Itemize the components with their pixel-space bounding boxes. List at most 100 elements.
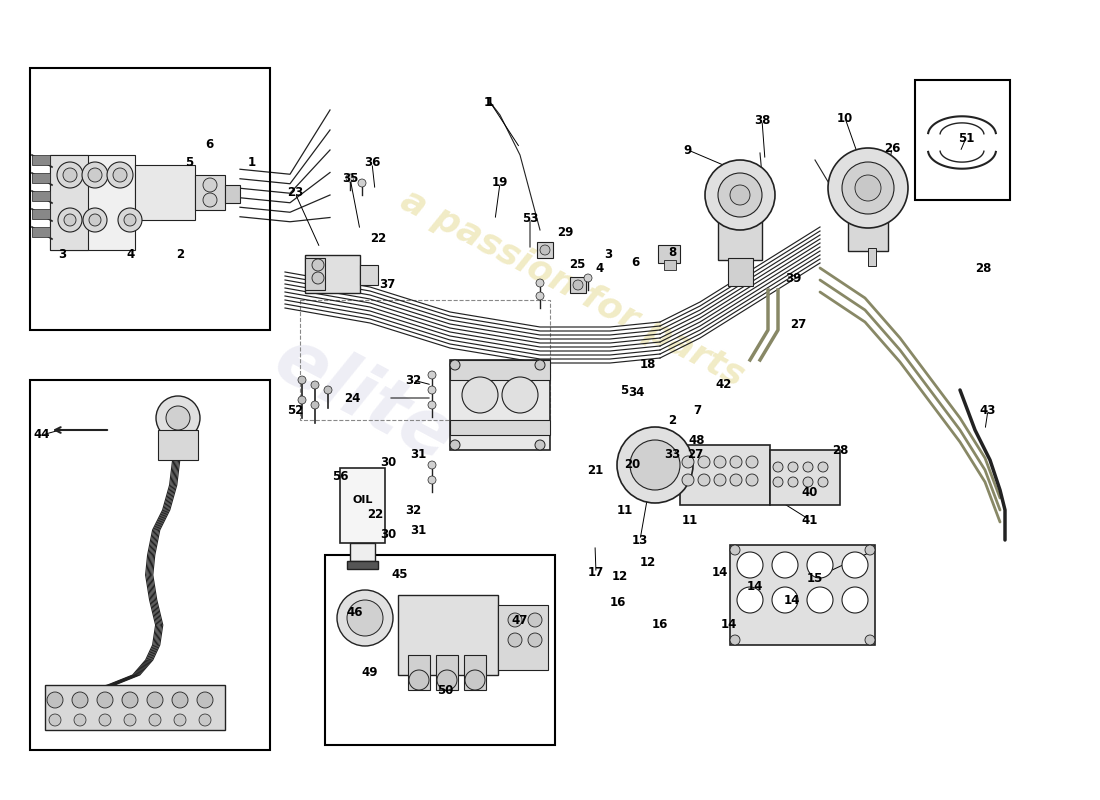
Bar — [868, 248, 876, 266]
Bar — [360, 265, 378, 285]
Text: 24: 24 — [344, 391, 360, 405]
Text: 6: 6 — [205, 138, 213, 151]
Bar — [680, 445, 770, 505]
Text: 30: 30 — [379, 529, 396, 542]
Text: 56: 56 — [332, 470, 349, 483]
Circle shape — [746, 456, 758, 468]
Circle shape — [630, 440, 680, 490]
Text: 26: 26 — [883, 142, 900, 154]
Circle shape — [698, 474, 710, 486]
Text: 39: 39 — [784, 271, 801, 285]
Text: 14: 14 — [720, 618, 737, 631]
Text: 16: 16 — [652, 618, 668, 631]
Bar — [664, 260, 676, 270]
Circle shape — [72, 692, 88, 708]
Text: elite: elite — [261, 322, 465, 478]
Circle shape — [311, 381, 319, 389]
Text: 46: 46 — [346, 606, 363, 618]
Text: 27: 27 — [790, 318, 806, 331]
Circle shape — [737, 587, 763, 613]
Text: 7: 7 — [693, 403, 701, 417]
Circle shape — [428, 401, 436, 409]
Circle shape — [773, 462, 783, 472]
Text: 20: 20 — [624, 458, 640, 471]
Circle shape — [428, 461, 436, 469]
Circle shape — [324, 386, 332, 394]
Circle shape — [818, 477, 828, 487]
Circle shape — [573, 280, 583, 290]
Circle shape — [772, 552, 798, 578]
Bar — [340, 468, 385, 543]
Text: 14: 14 — [784, 594, 800, 606]
Circle shape — [528, 613, 542, 627]
Bar — [436, 655, 458, 690]
Text: 14: 14 — [712, 566, 728, 579]
Text: 11: 11 — [682, 514, 698, 526]
Circle shape — [174, 714, 186, 726]
Bar — [498, 605, 548, 670]
Circle shape — [842, 162, 894, 214]
Circle shape — [298, 376, 306, 384]
Text: 30: 30 — [379, 455, 396, 469]
Text: 50: 50 — [437, 683, 453, 697]
Circle shape — [535, 440, 544, 450]
Text: 10: 10 — [837, 111, 854, 125]
Circle shape — [502, 377, 538, 413]
Text: 22: 22 — [370, 231, 386, 245]
Bar — [226, 185, 240, 203]
Bar — [32, 173, 50, 183]
Text: 3: 3 — [604, 249, 612, 262]
Circle shape — [50, 714, 60, 726]
Text: 31: 31 — [410, 449, 426, 462]
Text: 32: 32 — [405, 374, 421, 386]
Bar — [464, 655, 486, 690]
Circle shape — [118, 208, 142, 232]
Bar — [915, 80, 1010, 200]
Circle shape — [64, 214, 76, 226]
Circle shape — [57, 162, 82, 188]
Text: 36: 36 — [364, 157, 381, 170]
Text: 44: 44 — [34, 429, 51, 442]
Text: 48: 48 — [689, 434, 705, 446]
Circle shape — [88, 168, 102, 182]
Text: 35: 35 — [342, 171, 359, 185]
Text: 13: 13 — [631, 534, 648, 546]
Circle shape — [124, 714, 136, 726]
Text: 49: 49 — [362, 666, 378, 679]
Text: 47: 47 — [512, 614, 528, 626]
Bar — [346, 561, 378, 569]
Text: 1: 1 — [484, 97, 492, 110]
Bar — [350, 543, 375, 561]
Text: 12: 12 — [640, 557, 656, 570]
Text: 15: 15 — [806, 571, 823, 585]
Circle shape — [536, 292, 544, 300]
Circle shape — [865, 635, 874, 645]
Circle shape — [540, 245, 550, 255]
Text: 3: 3 — [58, 249, 66, 262]
Text: 52: 52 — [287, 403, 304, 417]
Circle shape — [730, 185, 750, 205]
Circle shape — [82, 162, 108, 188]
Circle shape — [47, 692, 63, 708]
Bar — [408, 655, 430, 690]
Circle shape — [124, 214, 136, 226]
Circle shape — [312, 259, 324, 271]
Circle shape — [865, 545, 874, 555]
Text: 16: 16 — [609, 597, 626, 610]
Circle shape — [312, 272, 324, 284]
Circle shape — [737, 552, 763, 578]
Circle shape — [204, 178, 217, 192]
Circle shape — [82, 208, 107, 232]
Text: 43: 43 — [980, 403, 997, 417]
Text: 33: 33 — [664, 449, 680, 462]
Circle shape — [199, 714, 211, 726]
Circle shape — [147, 692, 163, 708]
Circle shape — [818, 462, 828, 472]
Text: 2: 2 — [668, 414, 676, 426]
Bar — [450, 360, 550, 380]
Text: 4: 4 — [596, 262, 604, 274]
Circle shape — [204, 193, 217, 207]
Text: 11: 11 — [617, 503, 634, 517]
Text: 22: 22 — [367, 509, 383, 522]
Circle shape — [528, 633, 542, 647]
